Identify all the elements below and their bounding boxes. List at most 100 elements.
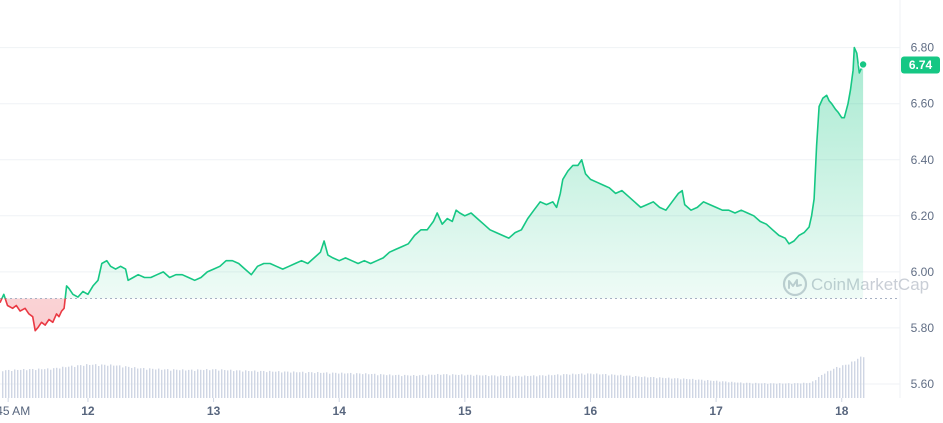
volume-bar [857,358,859,398]
y-tick-label: 5.80 [911,321,935,335]
volume-bar [749,382,751,398]
volume-bar [536,376,538,398]
x-axis: 8:45 AM 12 13 14 15 16 17 18 [0,398,849,418]
volume-bar [341,372,343,398]
volume-bar [86,364,88,398]
volume-bar [167,369,169,398]
volume-bar [2,371,4,398]
volume-bar [764,383,766,398]
volume-bar [59,368,61,398]
volume-bar [527,376,529,398]
volume-bar [671,378,673,398]
volume-bar [392,375,394,398]
volume-bar [713,380,715,398]
volume-bar [686,378,688,398]
volume-bar [632,376,634,398]
volume-bar [47,368,49,398]
x-tick-label: 17 [709,404,723,418]
volume-bar [689,379,691,398]
volume-bar [206,369,208,398]
volume-bar [377,375,379,398]
volume-bar [296,372,298,398]
volume-bar [407,375,409,398]
volume-bar [701,379,703,398]
volume-bar [107,365,109,398]
volume-bar [233,371,235,398]
volume-bar [101,364,103,398]
volume-bar [665,378,667,398]
volume-bar [143,367,145,398]
volume-bar [215,369,217,398]
volume-bar [626,375,628,398]
volume-bar [335,372,337,398]
volume-bar [29,369,31,398]
volume-bar [197,369,199,398]
volume-bar [284,371,286,398]
volume-bar [170,370,172,398]
volume-bar [773,383,775,398]
volume-bar [26,370,28,398]
volume-bar [740,382,742,398]
volume-bar [728,382,730,398]
volume-bar [191,369,193,398]
volume-bar [662,377,664,398]
volume-bar [767,383,769,398]
volume-bar [173,369,175,398]
volume-bar [470,374,472,398]
volume-bar [386,375,388,398]
volume-bar [359,373,361,398]
volume-bar [515,375,517,398]
volume-bar [848,364,850,398]
volume-bar [539,375,541,398]
volume-bar [824,373,826,398]
volume-bar [521,376,523,398]
volume-bar [692,378,694,398]
volume-bar [836,366,838,398]
volume-bar [638,376,640,398]
volume-bar [305,373,307,398]
volume-bar [257,371,259,398]
volume-bar [152,368,154,398]
volume-bar [677,378,679,398]
volume-bar [287,371,289,398]
volume-bar [365,373,367,398]
volume-bar [293,371,295,398]
volume-bar [128,366,130,398]
volume-bar [590,373,592,398]
volume-bar [518,375,520,398]
volume-bar [278,371,280,398]
volume-bar [524,375,526,398]
volume-bar [758,383,760,398]
volume-bar [779,383,781,398]
volume-bar [83,365,85,398]
volume-bar [581,373,583,398]
price-line-up [1,46,864,299]
volume-bar [65,367,67,398]
volume-bar [425,375,427,398]
volume-bar [452,374,454,398]
volume-bar [476,374,478,398]
volume-bar [395,374,397,398]
volume-bar [32,368,34,398]
y-tick-label: 6.00 [911,265,935,279]
volume-bar [194,370,196,398]
x-tick-label: 16 [584,404,598,418]
price-area [0,47,864,331]
volume-bar [557,374,559,398]
volume-bar [548,374,550,398]
volume-bar [350,372,352,398]
volume-bar [260,370,262,398]
volume-bar [239,370,241,398]
volume-bar [566,374,568,398]
volume-bar [467,374,469,398]
volume-bar [575,374,577,398]
volume-bar [464,375,466,398]
volume-bar [176,369,178,398]
volume-bar [500,375,502,398]
volume-bar [614,374,616,398]
volume-bar [512,376,514,398]
volume-bar [149,368,151,398]
volume-bar [431,374,433,398]
volume-bar [785,383,787,398]
volume-bar [122,367,124,398]
